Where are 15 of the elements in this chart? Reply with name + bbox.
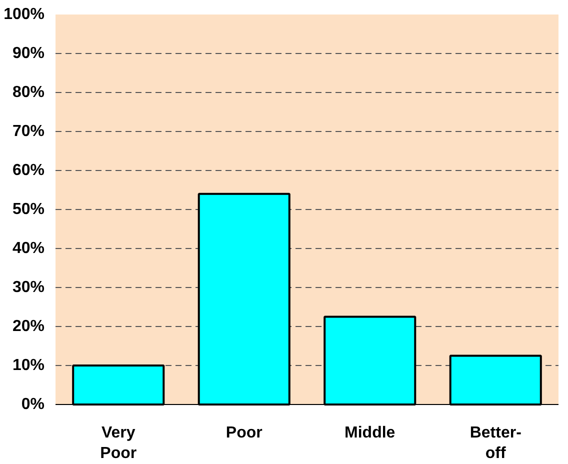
y-tick-label: 100% [4, 6, 44, 23]
y-tick-label: 60% [12, 162, 45, 179]
x-tick-label: Better-off [470, 424, 522, 462]
y-tick-label: 40% [12, 240, 45, 257]
y-tick-label: 80% [12, 84, 45, 101]
y-tick-label: 90% [12, 45, 45, 62]
y-tick-label: 0% [21, 396, 44, 413]
y-tick-label: 30% [12, 279, 45, 296]
y-tick-label: 10% [12, 357, 45, 374]
y-tick-label: 50% [12, 201, 45, 218]
x-tick-label: Very Poor [100, 424, 137, 462]
y-tick-label: 70% [12, 123, 45, 140]
x-tick-label: Middle [344, 424, 396, 442]
y-tick-label: 20% [12, 318, 45, 335]
x-tick-label: Poor [226, 424, 262, 442]
